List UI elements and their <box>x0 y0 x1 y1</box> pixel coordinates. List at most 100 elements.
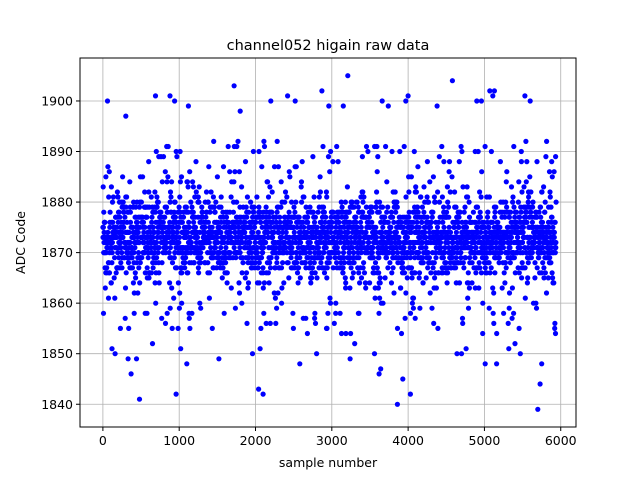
data-point <box>323 245 329 251</box>
data-point <box>544 138 550 144</box>
data-point-outlier <box>178 346 184 352</box>
data-point <box>267 184 273 190</box>
data-point <box>486 260 492 266</box>
data-point <box>414 219 420 225</box>
data-point <box>310 209 316 215</box>
data-point <box>432 275 438 281</box>
data-point <box>174 229 180 235</box>
data-point <box>269 189 275 195</box>
data-point <box>225 219 232 225</box>
data-point <box>348 234 354 240</box>
data-point <box>337 239 343 246</box>
data-point <box>186 315 192 321</box>
data-point <box>258 219 264 225</box>
data-point <box>379 229 385 235</box>
data-point <box>187 234 194 240</box>
data-point <box>549 214 555 220</box>
data-point-outlier <box>285 93 291 99</box>
data-point <box>312 315 318 321</box>
data-point <box>281 280 287 286</box>
data-point <box>423 275 429 281</box>
data-point <box>169 325 175 331</box>
data-point <box>190 179 196 185</box>
data-point <box>532 275 538 281</box>
data-point <box>108 280 114 286</box>
data-point <box>322 219 328 225</box>
data-point <box>389 148 395 155</box>
data-point <box>169 260 176 266</box>
data-point-outlier <box>117 325 123 331</box>
data-point <box>515 265 521 271</box>
data-point <box>377 295 383 301</box>
data-point <box>289 245 295 251</box>
data-point-outlier <box>506 346 512 352</box>
data-point <box>388 224 394 230</box>
data-point <box>307 250 313 256</box>
data-point <box>420 280 426 286</box>
data-point <box>511 143 517 150</box>
data-point <box>265 270 271 276</box>
data-point <box>165 143 171 150</box>
data-point <box>466 214 473 220</box>
data-point <box>327 255 333 261</box>
data-point <box>218 194 224 200</box>
data-point <box>552 325 558 331</box>
data-point <box>323 214 329 220</box>
data-point <box>188 199 194 205</box>
data-point <box>162 169 168 175</box>
data-point <box>349 275 355 281</box>
data-point <box>476 285 482 291</box>
data-point <box>329 224 335 230</box>
data-point <box>522 295 528 301</box>
data-point <box>455 219 461 225</box>
data-point <box>239 184 245 190</box>
data-point <box>437 239 444 246</box>
data-point <box>146 275 152 281</box>
data-point <box>273 320 279 326</box>
data-point <box>530 199 536 205</box>
data-point-outlier <box>378 366 384 372</box>
data-point <box>430 265 436 271</box>
data-point <box>301 224 307 230</box>
data-point <box>402 315 408 321</box>
data-point <box>419 245 425 251</box>
data-point <box>202 229 208 235</box>
data-point <box>274 138 280 144</box>
data-point <box>127 239 133 246</box>
data-point <box>339 204 345 210</box>
data-point <box>170 224 176 230</box>
data-point <box>153 239 160 246</box>
data-point <box>394 325 401 331</box>
data-point <box>441 204 447 210</box>
data-point <box>388 209 394 215</box>
data-point <box>179 300 185 306</box>
data-point <box>335 250 341 256</box>
data-point <box>431 194 437 200</box>
data-point <box>445 204 452 210</box>
data-point <box>140 174 146 180</box>
data-point <box>553 245 559 251</box>
data-point <box>309 265 316 271</box>
data-point <box>409 300 415 306</box>
data-point <box>160 154 167 160</box>
data-point <box>483 255 489 261</box>
data-point <box>102 219 108 225</box>
data-point <box>286 169 292 175</box>
data-point <box>341 260 347 266</box>
data-point <box>525 275 531 281</box>
data-point <box>175 325 181 331</box>
data-point-outlier <box>487 88 493 94</box>
data-point <box>283 229 289 235</box>
data-point <box>136 239 142 246</box>
data-point <box>507 245 513 251</box>
data-point <box>159 179 165 185</box>
data-point <box>331 320 337 326</box>
data-point <box>135 229 141 235</box>
data-point <box>209 224 215 230</box>
data-point <box>511 204 517 210</box>
data-point <box>100 184 106 190</box>
data-point <box>469 260 475 266</box>
data-point <box>150 265 156 271</box>
data-point-outlier <box>314 351 320 357</box>
data-point <box>299 159 305 165</box>
